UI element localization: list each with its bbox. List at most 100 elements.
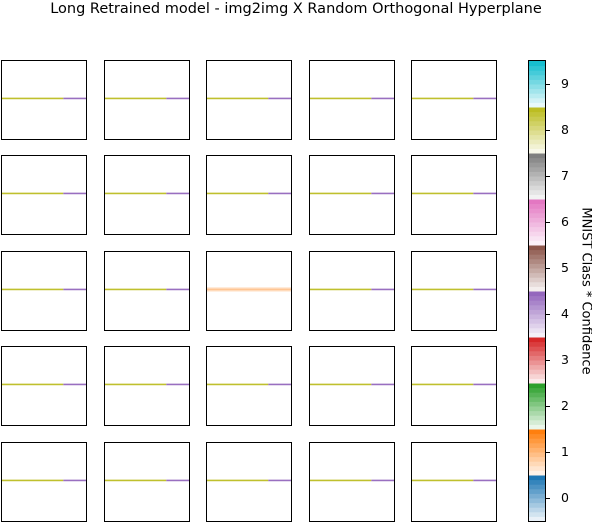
colorbar-segment (529, 222, 545, 228)
colorbar-segment (529, 286, 545, 292)
colorbar-segment (529, 484, 545, 490)
band-left (310, 288, 372, 291)
panel-image (207, 383, 291, 386)
band-right (268, 479, 291, 482)
colorbar-segment (529, 447, 545, 453)
panel-image (207, 97, 291, 100)
colorbar-tick-label: 2 (561, 398, 569, 413)
band-left (2, 479, 64, 482)
band-right (473, 383, 496, 386)
colorbar-segment (529, 166, 545, 172)
band-right (371, 97, 394, 100)
colorbar-segment (529, 493, 545, 499)
panel-image (2, 383, 86, 386)
colorbar-segment (529, 456, 545, 462)
colorbar-segment (529, 410, 545, 416)
colorbar-tick-label: 4 (561, 306, 569, 321)
colorbar-segment (529, 65, 545, 71)
colorbar-segment (529, 465, 545, 471)
colorbar-segment (529, 314, 545, 320)
panel-r2-c0 (1, 251, 87, 331)
colorbar-segment (529, 516, 545, 521)
colorbar-segment (529, 231, 545, 237)
colorbar-segment (529, 369, 545, 375)
colorbar-segment (529, 70, 545, 76)
band-left (105, 383, 167, 386)
colorbar-segment (529, 424, 545, 430)
panel-r3-c0 (1, 346, 87, 426)
panel-image (105, 288, 189, 291)
band-right (166, 383, 189, 386)
band-left (412, 97, 474, 100)
colorbar-segment (529, 217, 545, 223)
panel-r3-c3 (309, 346, 395, 426)
colorbar-segment (529, 355, 545, 361)
colorbar-tick-label: 5 (561, 260, 569, 275)
panel-image (105, 97, 189, 100)
colorbar-segment (529, 475, 545, 481)
colorbar-segment (529, 429, 545, 435)
panel-r4-c0 (1, 442, 87, 522)
colorbar-tick-label: 1 (561, 444, 569, 459)
panel-r0-c4 (411, 60, 497, 140)
band-right (166, 192, 189, 195)
band-left (412, 288, 474, 291)
colorbar-segment (529, 277, 545, 283)
colorbar-segment (529, 240, 545, 246)
band-right (63, 479, 86, 482)
colorbar-tick-label: 7 (561, 168, 569, 183)
band-right (268, 383, 291, 386)
colorbar-segment (529, 364, 545, 370)
colorbar-segment (529, 442, 545, 448)
band-left (310, 192, 372, 195)
colorbar-segment (529, 337, 545, 343)
colorbar-segment (529, 401, 545, 407)
colorbar-segment (529, 249, 545, 255)
colorbar-segment (529, 107, 545, 113)
colorbar-segment (529, 199, 545, 205)
colorbar-segment (529, 176, 545, 182)
panel-image (412, 192, 496, 195)
colorbar-segment (529, 88, 545, 94)
colorbar-segment (529, 116, 545, 122)
colorbar-segment (529, 153, 545, 159)
band-left (105, 479, 167, 482)
colorbar-tick (546, 405, 550, 407)
colorbar-tick-label: 8 (561, 122, 569, 137)
colorbar-segment (529, 318, 545, 324)
panel-image (105, 479, 189, 482)
colorbar-segment (529, 111, 545, 117)
colorbar-label: MNIST Class * Confidence (578, 207, 592, 375)
colorbar-segment (529, 479, 545, 485)
colorbar-segment (529, 295, 545, 301)
band-left (207, 479, 269, 482)
colorbar-segment (529, 84, 545, 90)
band-left (412, 479, 474, 482)
colorbar-segment (529, 309, 545, 315)
colorbar-segment (529, 203, 545, 209)
colorbar-segment (529, 272, 545, 278)
panel-r4-c2 (206, 442, 292, 522)
colorbar-segment (529, 185, 545, 191)
band-right (473, 192, 496, 195)
colorbar-segment (529, 189, 545, 195)
panel-image (310, 192, 394, 195)
band-right (371, 479, 394, 482)
colorbar-segment (529, 383, 545, 389)
colorbar-segment (529, 194, 545, 200)
colorbar-segment (529, 498, 545, 504)
colorbar-tick-label: 6 (561, 214, 569, 229)
band-left (412, 192, 474, 195)
panel-image (310, 479, 394, 482)
colorbar-segment (529, 139, 545, 145)
colorbar-gradient (529, 61, 545, 521)
band-right (371, 192, 394, 195)
panel-image (412, 288, 496, 291)
band-right (166, 479, 189, 482)
band-left (105, 192, 167, 195)
colorbar-tick (546, 175, 550, 177)
colorbar-segment (529, 245, 545, 251)
colorbar-segment (529, 93, 545, 99)
colorbar-tick-label: 0 (561, 490, 569, 505)
panel-image (207, 287, 291, 292)
